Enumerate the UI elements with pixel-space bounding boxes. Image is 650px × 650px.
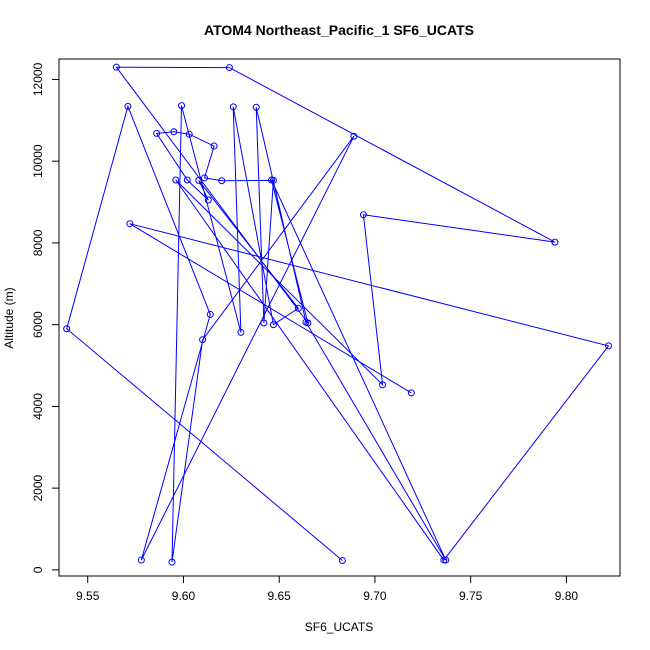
data-point [178,102,186,110]
data-point [63,325,71,333]
data-point [137,556,145,564]
y-tick-label: 2000 [31,474,45,501]
chart-title: ATOM4 Northeast_Pacific_1 SF6_UCATS [204,22,474,38]
y-tick-label: 10000 [31,144,45,178]
data-point [201,174,209,182]
x-tick-label: 9.55 [76,589,100,603]
data-point [168,558,176,566]
data-point [359,211,367,219]
data-point [199,336,207,344]
data-point [551,238,559,246]
x-tick-label: 9.80 [555,589,579,603]
data-point [185,130,193,138]
data-point [225,64,233,72]
data-point [407,389,415,397]
data-point [112,63,120,71]
y-tick-label: 4000 [31,393,45,420]
data-point [206,310,214,318]
x-tick-label: 9.75 [459,589,483,603]
x-tick-label: 9.70 [363,589,387,603]
data-point [170,128,178,136]
data-point [440,556,448,564]
data-point [183,176,191,184]
data-point [237,328,245,336]
x-tick-label: 9.60 [172,589,196,603]
data-point [195,176,203,184]
data-point [268,176,276,184]
data-point [229,103,237,111]
y-tick-label: 12000 [31,62,45,96]
series-layer [63,63,613,566]
data-point [210,142,218,150]
data-point [442,556,450,564]
data-point [153,129,161,137]
y-axis-label: Altitude (m) [2,287,16,348]
data-point [204,196,212,204]
data-point [124,102,132,110]
series-line [66,66,610,563]
data-point [605,342,613,350]
data-point [350,132,358,140]
x-tick-label: 9.65 [268,589,292,603]
data-point [218,177,226,185]
data-point [304,319,312,327]
x-axis: 9.55 9.60 9.65 9.70 9.75 9.80 [76,576,578,603]
y-tick-label: 8000 [31,229,45,256]
data-point [269,321,277,329]
data-point [338,556,346,564]
data-point [172,176,180,184]
y-tick-label: 6000 [31,311,45,338]
data-point [294,304,302,312]
y-axis: 0 2000 4000 6000 8000 10000 12000 [31,62,59,573]
plot-frame [58,58,621,577]
data-point [379,381,387,389]
data-point [126,220,134,228]
data-point [260,319,268,327]
x-axis-label: SF6_UCATS [305,620,373,634]
data-point [252,103,260,111]
y-tick-label: 0 [31,566,45,573]
